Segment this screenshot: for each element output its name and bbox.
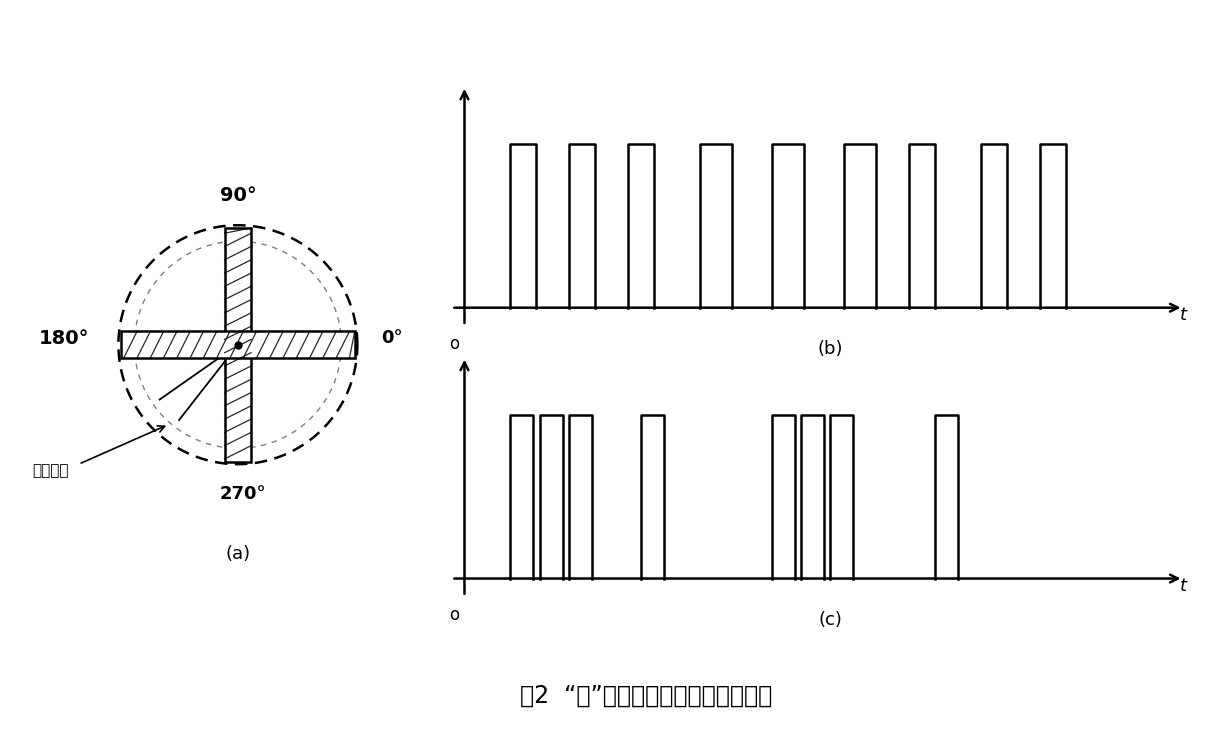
Text: (c): (c) [819,611,842,630]
Text: o: o [450,335,460,353]
Text: t: t [1180,577,1187,595]
Text: 180°: 180° [39,329,89,348]
Bar [224,228,251,462]
Text: 0°: 0° [382,329,403,347]
Text: t: t [1180,306,1187,324]
Text: o: o [450,606,460,624]
Bar [121,332,355,358]
Text: 光点轨迹: 光点轨迹 [32,463,68,478]
Text: 270°: 270° [220,485,266,504]
Text: 图2  “十”字光敏探测器脉冲调制系统: 图2 “十”字光敏探测器脉冲调制系统 [521,684,772,707]
Text: (a): (a) [226,545,250,564]
Text: 90°: 90° [220,187,256,205]
Text: (b): (b) [817,340,843,359]
